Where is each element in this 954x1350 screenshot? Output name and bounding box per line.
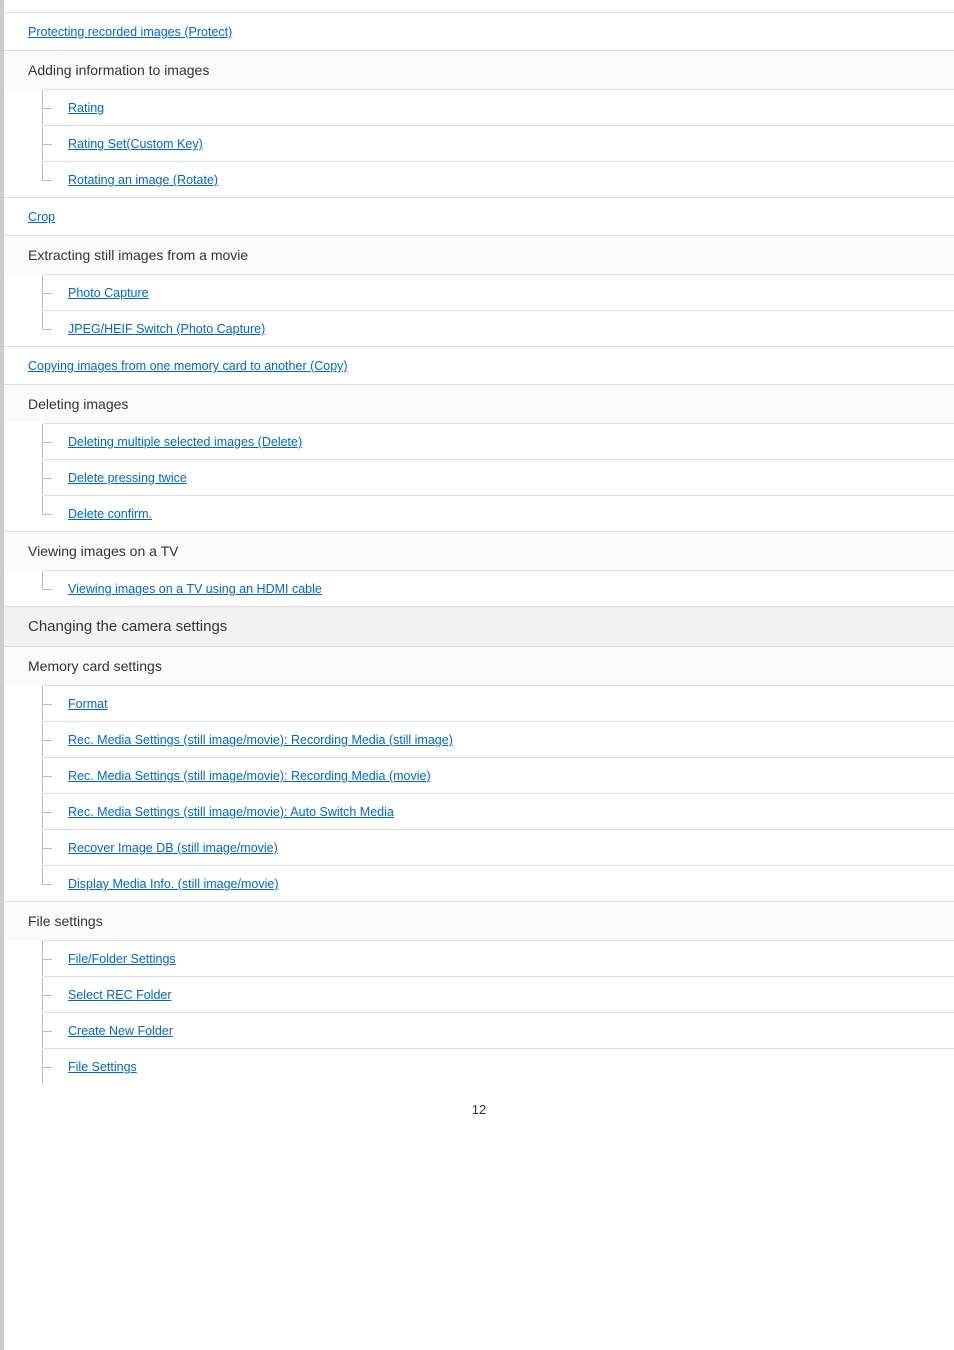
create-folder-link[interactable]: Create New Folder xyxy=(68,1024,173,1038)
rec-media-still-link[interactable]: Rec. Media Settings (still image/movie):… xyxy=(68,733,453,747)
tree-adding-info: Rating Rating Set(Custom Key) Rotating a… xyxy=(4,89,954,197)
tree-item: Rating Set(Custom Key) xyxy=(44,125,954,161)
tree-item: JPEG/HEIF Switch (Photo Capture) xyxy=(44,310,954,346)
tree-item: Photo Capture xyxy=(44,274,954,310)
tree-item: Viewing images on a TV using an HDMI cab… xyxy=(44,570,954,606)
tree-item: Rec. Media Settings (still image/movie):… xyxy=(44,721,954,757)
tree-memory-card: Format Rec. Media Settings (still image/… xyxy=(4,685,954,901)
select-rec-link[interactable]: Select REC Folder xyxy=(68,988,172,1002)
delete-multiple-link[interactable]: Deleting multiple selected images (Delet… xyxy=(68,435,302,449)
rotating-link[interactable]: Rotating an image (Rotate) xyxy=(68,173,218,187)
help-guide-toc-page: Protecting recorded images (Protect) Add… xyxy=(0,0,954,1350)
tree-item: Rec. Media Settings (still image/movie):… xyxy=(44,757,954,793)
delete-twice-link[interactable]: Delete pressing twice xyxy=(68,471,187,485)
rec-media-movie-link[interactable]: Rec. Media Settings (still image/movie):… xyxy=(68,769,431,783)
recover-db-link[interactable]: Recover Image DB (still image/movie) xyxy=(68,841,278,855)
tree-item: Create New Folder xyxy=(44,1012,954,1048)
viewing-hdmi-link[interactable]: Viewing images on a TV using an HDMI cab… xyxy=(68,582,322,596)
file-settings-link[interactable]: File Settings xyxy=(68,1060,137,1074)
rating-link[interactable]: Rating xyxy=(68,101,104,115)
toc-item: Copying images from one memory card to a… xyxy=(4,346,954,384)
heading-memory-card: Memory card settings xyxy=(4,646,954,685)
tree-item: Select REC Folder xyxy=(44,976,954,1012)
protect-link[interactable]: Protecting recorded images (Protect) xyxy=(28,25,232,39)
display-media-link[interactable]: Display Media Info. (still image/movie) xyxy=(68,877,279,891)
tree-item: Display Media Info. (still image/movie) xyxy=(44,865,954,901)
rec-media-auto-link[interactable]: Rec. Media Settings (still image/movie):… xyxy=(68,805,394,819)
file-folder-link[interactable]: File/Folder Settings xyxy=(68,952,176,966)
tree-extracting: Photo Capture JPEG/HEIF Switch (Photo Ca… xyxy=(4,274,954,346)
jpeg-heif-link[interactable]: JPEG/HEIF Switch (Photo Capture) xyxy=(68,322,265,336)
heading-extracting: Extracting still images from a movie xyxy=(4,235,954,274)
tree-item: Delete confirm. xyxy=(44,495,954,531)
copying-link[interactable]: Copying images from one memory card to a… xyxy=(28,359,348,373)
tree-item: Delete pressing twice xyxy=(44,459,954,495)
tree-item: Format xyxy=(44,685,954,721)
heading-deleting: Deleting images xyxy=(4,384,954,423)
tree-item: File/Folder Settings xyxy=(44,940,954,976)
tree-viewing-tv: Viewing images on a TV using an HDMI cab… xyxy=(4,570,954,606)
tree-item: Rating xyxy=(44,89,954,125)
crop-link[interactable]: Crop xyxy=(28,210,55,224)
page-number: 12 xyxy=(4,1084,954,1125)
heading-adding-info: Adding information to images xyxy=(4,50,954,89)
delete-confirm-link[interactable]: Delete confirm. xyxy=(68,507,152,521)
tree-file-settings: File/Folder Settings Select REC Folder C… xyxy=(4,940,954,1084)
tree-item: File Settings xyxy=(44,1048,954,1084)
tree-deleting: Deleting multiple selected images (Delet… xyxy=(4,423,954,531)
section-changing-settings: Changing the camera settings xyxy=(4,606,954,646)
tree-item: Recover Image DB (still image/movie) xyxy=(44,829,954,865)
toc-item: Protecting recorded images (Protect) xyxy=(4,12,954,50)
tree-item: Rotating an image (Rotate) xyxy=(44,161,954,197)
format-link[interactable]: Format xyxy=(68,697,108,711)
heading-file-settings: File settings xyxy=(4,901,954,940)
rating-set-link[interactable]: Rating Set(Custom Key) xyxy=(68,137,203,151)
tree-item: Rec. Media Settings (still image/movie):… xyxy=(44,793,954,829)
heading-viewing-tv: Viewing images on a TV xyxy=(4,531,954,570)
tree-item: Deleting multiple selected images (Delet… xyxy=(44,423,954,459)
toc-item: Crop xyxy=(4,197,954,235)
photo-capture-link[interactable]: Photo Capture xyxy=(68,286,149,300)
